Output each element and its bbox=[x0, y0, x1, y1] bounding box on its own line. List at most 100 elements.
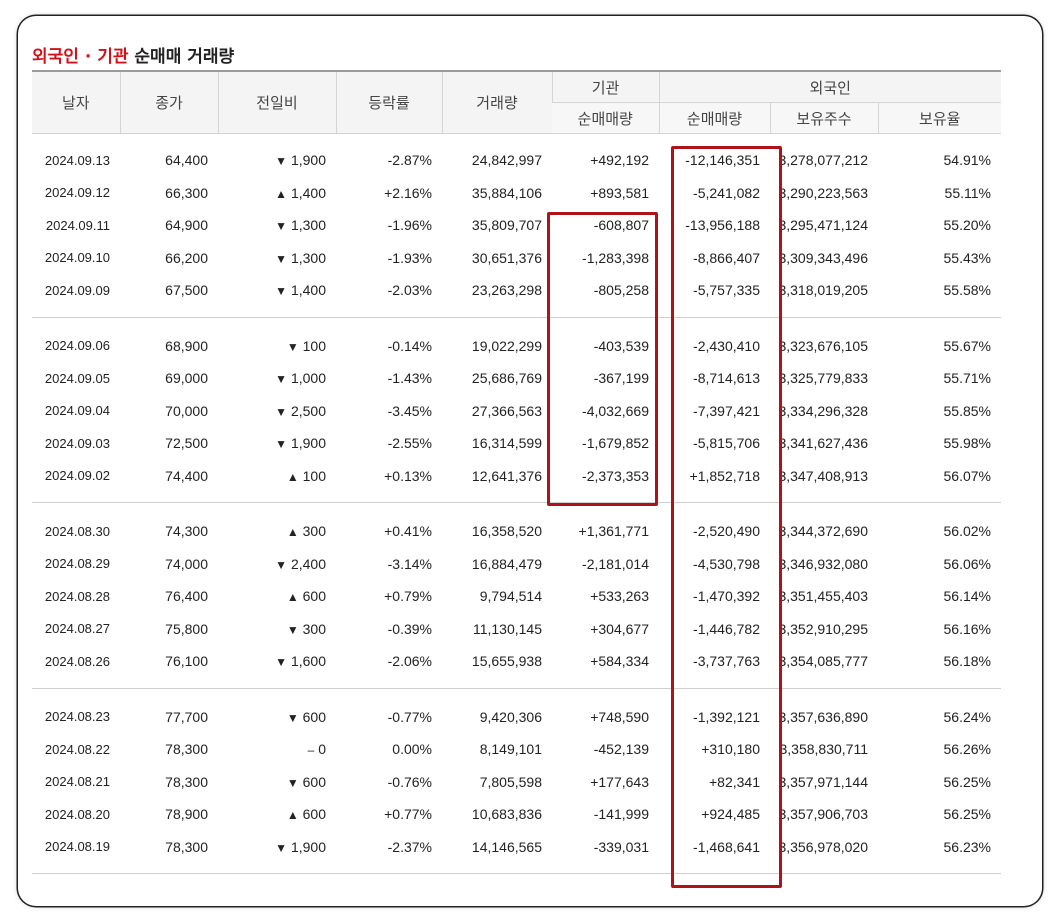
table-row: 2024.09.04 70,000 ▼ 2,500 -3.45% 27,366,563 -… bbox=[32, 395, 1001, 428]
cell-institution-net: -2,181,014 bbox=[582, 555, 649, 572]
cell-change: ▲ 1,400 bbox=[218, 177, 336, 210]
cell-foreign-ratio: 55.58% bbox=[943, 282, 991, 299]
cell-close: 67,500 bbox=[165, 282, 208, 299]
cell-foreign-ratio: 55.43% bbox=[943, 249, 991, 266]
header-foreign-shares[interactable]: 보유주수 bbox=[769, 102, 878, 134]
trading-table: 날자 종가 전일비 등락률 거래량 기관 외국인 순매매량 순매매량 보유주수 … bbox=[32, 70, 1001, 874]
change-value: 300 bbox=[302, 620, 326, 637]
cell-foreign-shares: 3,309,343,496 bbox=[778, 249, 868, 266]
header-rate[interactable]: 등락률 bbox=[335, 70, 442, 134]
cell-foreign-shares: 3,344,372,690 bbox=[778, 523, 868, 540]
cell-rate: -2.03% bbox=[387, 282, 432, 299]
cell-close: 76,100 bbox=[165, 653, 208, 670]
cell-foreign-shares: 3,352,910,295 bbox=[778, 620, 868, 637]
cell-foreign-ratio: 56.25% bbox=[943, 773, 991, 790]
cell-foreign-ratio: 56.25% bbox=[943, 806, 991, 823]
cell-change: ▼ 100 bbox=[218, 330, 336, 363]
cell-volume: 7,805,598 bbox=[479, 773, 542, 790]
arrow-down-icon: ▼ bbox=[275, 251, 288, 266]
cell-date: 2024.08.27 bbox=[44, 621, 110, 637]
cell-date: 2024.09.02 bbox=[44, 468, 110, 484]
cell-foreign-ratio: 55.11% bbox=[944, 184, 991, 201]
cell-volume: 27,366,563 bbox=[471, 402, 542, 419]
cell-foreign-shares: 3,357,906,703 bbox=[778, 806, 868, 823]
change-value: 2,500 bbox=[290, 402, 326, 419]
cell-rate: -1.93% bbox=[387, 249, 432, 266]
cell-date: 2024.09.05 bbox=[44, 370, 110, 386]
cell-close: 78,900 bbox=[165, 806, 208, 823]
table-row: 2024.09.13 64,400 ▼ 1,900 -2.87% 24,842,997 +… bbox=[32, 144, 1001, 177]
arrow-up-icon: ▲ bbox=[286, 590, 299, 605]
header-close[interactable]: 종가 bbox=[119, 70, 218, 134]
cell-foreign-shares: 3,295,471,124 bbox=[778, 217, 868, 234]
cell-foreign-shares: 3,325,779,833 bbox=[778, 370, 868, 387]
header-foreign-net[interactable]: 순매매량 bbox=[658, 102, 770, 134]
header-date[interactable]: 날자 bbox=[32, 70, 120, 134]
change-value: 1,900 bbox=[290, 435, 326, 452]
table-row: 2024.08.28 76,400 ▲ 600 +0.79% 9,794,514 +533… bbox=[32, 580, 1001, 613]
arrow-up-icon: ▲ bbox=[286, 808, 299, 823]
cell-foreign-ratio: 56.24% bbox=[943, 708, 991, 725]
table-row: 2024.08.30 74,300 ▲ 300 +0.41% 16,358,520 +1,… bbox=[32, 515, 1001, 548]
cell-institution-net: +533,263 bbox=[590, 588, 649, 605]
table-row: 2024.09.11 64,900 ▼ 1,300 -1.96% 35,809,707 -… bbox=[32, 209, 1001, 242]
cell-foreign-net: +1,852,718 bbox=[689, 467, 760, 484]
cell-foreign-ratio: 56.26% bbox=[943, 741, 991, 758]
cell-foreign-net: -13,956,188 bbox=[685, 217, 760, 234]
header-institution-net[interactable]: 순매매량 bbox=[552, 102, 659, 134]
cell-foreign-net: -1,392,121 bbox=[693, 708, 760, 725]
change-value: 1,600 bbox=[290, 653, 326, 670]
change-value: 1,300 bbox=[290, 217, 326, 234]
change-value: 300 bbox=[302, 523, 326, 540]
cell-date: 2024.08.21 bbox=[44, 774, 110, 790]
cell-institution-net: -1,679,852 bbox=[582, 435, 649, 452]
header-change[interactable]: 전일비 bbox=[217, 70, 336, 134]
cell-date: 2024.08.19 bbox=[44, 839, 110, 855]
cell-institution-net: +304,677 bbox=[590, 620, 649, 637]
arrow-down-icon: ▼ bbox=[275, 557, 288, 572]
cell-institution-net: +492,192 bbox=[590, 152, 649, 169]
change-value: 100 bbox=[302, 467, 326, 484]
cell-rate: +0.13% bbox=[384, 467, 432, 484]
cell-foreign-net: -8,866,407 bbox=[693, 249, 760, 266]
table-row: 2024.09.05 69,000 ▼ 1,000 -1.43% 25,686,769 -… bbox=[32, 362, 1001, 395]
cell-foreign-shares: 3,351,455,403 bbox=[778, 588, 868, 605]
cell-rate: +0.41% bbox=[384, 523, 432, 540]
change-value: 1,000 bbox=[290, 370, 326, 387]
cell-institution-net: +748,590 bbox=[590, 708, 649, 725]
cell-rate: +0.77% bbox=[384, 806, 432, 823]
cell-change: ▼ 2,500 bbox=[218, 395, 336, 428]
cell-rate: -1.96% bbox=[387, 217, 432, 234]
cell-change: – 0 bbox=[218, 733, 336, 766]
cell-rate: -0.14% bbox=[387, 337, 432, 354]
cell-foreign-ratio: 55.67% bbox=[943, 337, 991, 354]
cell-close: 74,400 bbox=[165, 467, 208, 484]
cell-institution-net: -1,283,398 bbox=[582, 249, 649, 266]
header-volume[interactable]: 거래량 bbox=[441, 70, 552, 134]
arrow-down-icon: ▼ bbox=[286, 622, 299, 637]
table-row: 2024.09.03 72,500 ▼ 1,900 -2.55% 16,314,599 -… bbox=[32, 427, 1001, 460]
cell-foreign-ratio: 56.18% bbox=[943, 653, 991, 670]
dash-icon: – bbox=[307, 743, 315, 758]
screenshot-frame: 외국인 · 기관 순매매 거래량 날자 종가 전일비 등락률 거래량 기관 외국… bbox=[18, 16, 1042, 906]
header-foreign: 외국인 bbox=[658, 70, 1001, 103]
change-value: 600 bbox=[302, 806, 326, 823]
change-value: 1,900 bbox=[290, 838, 326, 855]
cell-volume: 24,842,997 bbox=[471, 152, 542, 169]
cell-date: 2024.08.26 bbox=[44, 653, 110, 669]
cell-change: ▼ 300 bbox=[218, 613, 336, 646]
cell-close: 78,300 bbox=[165, 773, 208, 790]
cell-volume: 11,130,145 bbox=[472, 620, 542, 637]
cell-date: 2024.09.10 bbox=[44, 250, 110, 266]
header-foreign-ratio[interactable]: 보유율 bbox=[877, 102, 1001, 134]
cell-close: 70,000 bbox=[165, 402, 208, 419]
cell-change: ▼ 1,600 bbox=[218, 645, 336, 678]
cell-foreign-ratio: 55.20% bbox=[943, 217, 991, 234]
cell-foreign-net: -4,530,798 bbox=[693, 555, 760, 572]
cell-foreign-shares: 3,354,085,777 bbox=[778, 653, 868, 670]
cell-volume: 12,641,376 bbox=[471, 467, 542, 484]
cell-institution-net: -608,807 bbox=[593, 217, 649, 234]
cell-foreign-net: -2,520,490 bbox=[693, 523, 760, 540]
cell-close: 77,700 bbox=[165, 708, 208, 725]
cell-foreign-net: -7,397,421 bbox=[693, 402, 760, 419]
